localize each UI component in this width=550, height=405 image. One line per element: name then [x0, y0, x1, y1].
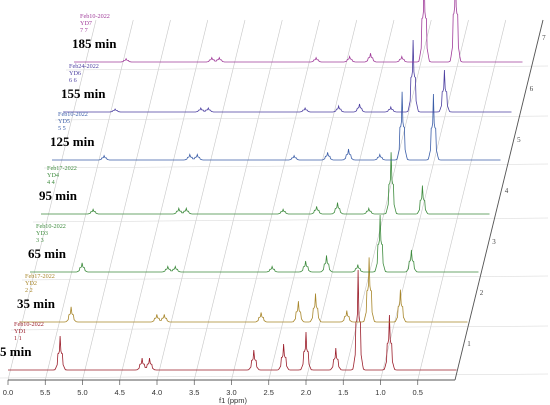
perspective-grid — [0, 19, 549, 381]
x-tick-label: 1.5 — [338, 388, 348, 397]
grid-line — [82, 19, 171, 381]
time-label: 95 min — [39, 188, 78, 203]
grid-line — [342, 19, 432, 381]
sample-date-label: Feb24-2022 — [69, 63, 99, 70]
spectrum-line — [41, 152, 490, 215]
sample-id-label: YD4 — [47, 172, 59, 179]
sample-index-label: 4 4 — [47, 179, 55, 186]
grid-line — [119, 19, 209, 381]
depth-tick-label: 2 — [480, 289, 484, 297]
spectra-group — [8, 0, 523, 371]
sample-id-label: YD6 — [69, 70, 81, 77]
sample-index-label: 6 6 — [69, 77, 77, 84]
grid-line — [193, 19, 283, 381]
time-label: 185 min — [72, 36, 117, 51]
grid-line — [54, 115, 549, 121]
sample-id-label: YD3 — [36, 230, 48, 237]
x-tick-label: 3.0 — [226, 388, 236, 397]
depth-tick-label: 7 — [542, 34, 546, 42]
grid-line — [0, 373, 549, 379]
sample-index-label: 3 3 — [36, 237, 44, 244]
sample-date-label: Feb10-2022 — [36, 223, 66, 230]
x-tick-label: 4.0 — [152, 388, 162, 397]
grid-line — [44, 19, 134, 381]
time-label: 5 min — [0, 344, 32, 359]
sample-date-label: Feb17-2022 — [25, 273, 55, 280]
sample-date-label: Feb10-2022 — [14, 321, 44, 328]
sample-index-label: 1 1 — [14, 335, 22, 342]
time-label: 35 min — [17, 296, 56, 311]
sample-date-label: Feb10-2022 — [58, 111, 88, 118]
grid-line — [231, 19, 320, 381]
depth-tick-label: 5 — [517, 136, 521, 144]
grid-line — [32, 217, 549, 223]
spectrum-line — [30, 214, 479, 273]
depth-tick-label: 3 — [492, 238, 496, 246]
x-tick-label: 3.5 — [189, 388, 199, 397]
time-label: 65 min — [28, 246, 67, 261]
x-tick-label: 2.5 — [264, 388, 274, 397]
grid-line — [268, 19, 358, 381]
x-tick-label: 4.5 — [115, 388, 125, 397]
grid-line — [156, 19, 246, 381]
time-label: 155 min — [61, 86, 106, 101]
x-tick-label: 5.0 — [77, 388, 87, 397]
sample-index-label: 2 2 — [25, 287, 33, 294]
depth-tick-label: 4 — [505, 187, 509, 195]
depth-tick-label: 1 — [467, 340, 471, 348]
sample-id-label: YD2 — [25, 280, 37, 287]
x-tick-label: 0.5 — [413, 388, 423, 397]
spectrum-line — [74, 0, 523, 63]
x-tick-label: 5.5 — [40, 388, 50, 397]
sample-date-label: Feb17-2022 — [47, 165, 77, 172]
grid-line — [417, 19, 507, 381]
spectrum-line — [8, 269, 457, 371]
sample-id-label: YD1 — [14, 328, 26, 335]
sample-id-label: YD5 — [58, 118, 70, 125]
sample-id-label: YD7 — [80, 20, 92, 27]
spectrum-line — [19, 257, 468, 323]
time-label: 125 min — [50, 134, 95, 149]
spectrum-line — [52, 91, 501, 161]
grid-line — [65, 65, 549, 71]
sample-index-label: 5 5 — [58, 125, 66, 132]
grid-line — [21, 275, 549, 281]
grid-line — [454, 19, 544, 381]
grid-line — [7, 19, 97, 381]
grid-line — [43, 163, 549, 169]
spectrum-line — [63, 39, 512, 113]
depth-tick-label: 6 — [530, 85, 534, 93]
x-axis: 1 2 3 4 5 6 7 0.0 5.5 5.0 4.5 4.0 3.5 3.0 2.5 2.0 1.5 1.0… — [3, 34, 546, 397]
x-tick-label: 2.0 — [301, 388, 311, 397]
x-tick-label: 0.0 — [3, 388, 13, 397]
sample-date-label: Feb10-2022 — [80, 13, 110, 20]
sample-index-label: 7 7 — [80, 27, 88, 34]
x-tick-label: 1.0 — [375, 388, 385, 397]
x-axis-label: f1 (ppm) — [219, 396, 247, 405]
grid-line — [10, 325, 549, 331]
grid-line — [305, 19, 395, 381]
